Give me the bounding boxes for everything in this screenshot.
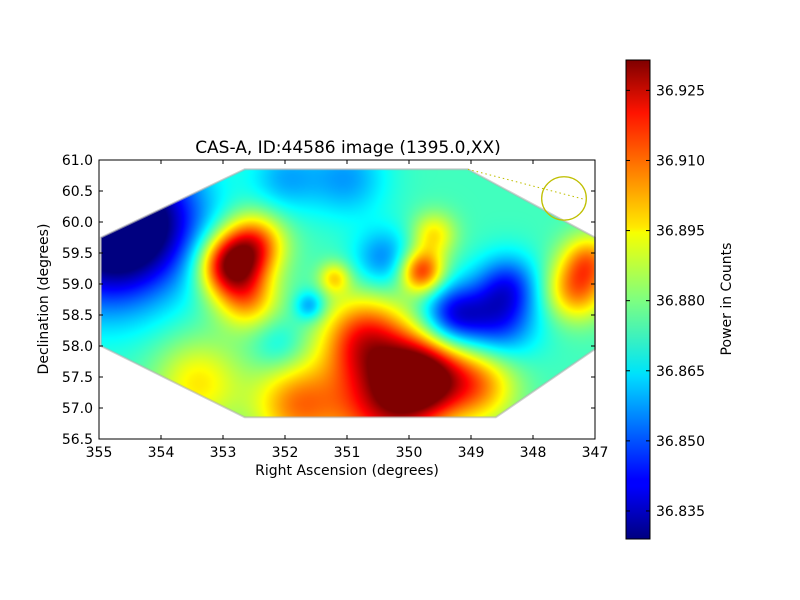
x-tick-label: 350 [396,445,423,461]
x-tick-label: 349 [458,445,485,461]
chart-title: CAS-A, ID:44586 image (1395.0,XX) [195,138,501,158]
x-tick-label: 355 [86,445,113,461]
x-axis-label: Right Ascension (degrees) [255,463,439,479]
x-axis: 355 354 353 352 351 350 349 348 347 [86,160,609,461]
x-tick-label: 351 [334,445,361,461]
y-tick-label: 59.5 [62,246,93,262]
y-tick-label: 56.5 [62,432,93,448]
beam-marker [541,176,587,221]
y-tick-label: 58.5 [62,308,93,324]
y-tick-label: 57.0 [62,401,93,417]
colorbar-tick-label: 36.835 [656,504,705,520]
y-axis: 61.0 60.5 60.0 59.5 59.0 58.5 58.0 57.5 57.0 56.5 [62,153,595,448]
y-tick-label: 60.0 [62,215,93,231]
x-tick-label: 352 [272,445,299,461]
x-tick-label: 353 [210,445,237,461]
colorbar-tick-label: 36.865 [656,364,705,380]
colorbar-tick-label: 36.850 [656,434,705,450]
y-tick-label: 57.5 [62,370,93,386]
colorbar-tick-label: 36.895 [656,224,705,240]
colorbar-tick-label: 36.925 [656,83,705,99]
colorbar-tick-label: 36.910 [656,153,705,169]
colorbar-tick-label: 36.880 [656,294,705,310]
colorbar [625,59,651,540]
colorbar-label: Power in Counts [719,243,735,356]
heatmap-image [100,169,595,418]
y-axis-label: Declination (degrees) [36,224,52,375]
colorbar-ticks: 36.925 36.910 36.895 36.880 36.865 36.850 36.8… [626,83,705,520]
x-tick-label: 347 [582,445,609,461]
y-tick-label: 60.5 [62,184,93,200]
y-tick-label: 61.0 [62,153,93,169]
x-tick-label: 348 [520,445,547,461]
x-tick-label: 354 [148,445,175,461]
y-tick-label: 59.0 [62,277,93,293]
y-tick-label: 58.0 [62,339,93,355]
